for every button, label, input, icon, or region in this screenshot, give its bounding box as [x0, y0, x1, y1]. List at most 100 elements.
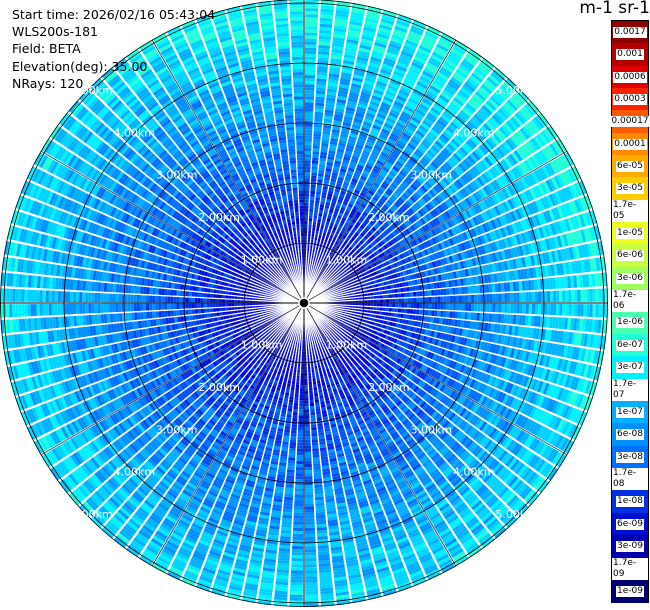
range-bin — [180, 185, 188, 193]
range-bin — [202, 265, 208, 271]
range-bin — [129, 153, 139, 163]
range-bin — [149, 140, 159, 150]
range-bin — [113, 231, 120, 242]
range-bin — [164, 281, 169, 289]
range-bin — [187, 238, 194, 245]
range-bin — [285, 123, 295, 128]
range-bin — [220, 206, 228, 213]
range-bin — [66, 118, 77, 131]
range-bin — [83, 269, 88, 280]
range-bin — [96, 248, 102, 259]
range-bin — [73, 189, 82, 201]
range-bin — [51, 193, 60, 207]
range-bin — [141, 269, 147, 278]
range-bin — [304, 111, 314, 115]
range-bin — [305, 2, 319, 6]
range-bin — [289, 163, 297, 167]
range-bin — [139, 251, 145, 260]
range-bin — [283, 279, 287, 283]
range-bin — [12, 288, 16, 302]
range-bin — [231, 295, 235, 300]
range-bin — [254, 271, 258, 276]
range-bin — [229, 232, 235, 238]
range-bin — [290, 26, 303, 30]
range-bin — [312, 145, 320, 149]
range-bin — [204, 208, 212, 216]
range-bin — [134, 219, 142, 229]
range-bin — [44, 263, 49, 275]
range-bin — [22, 259, 28, 273]
range-bin — [201, 287, 205, 293]
range-bin — [133, 105, 145, 115]
range-bin — [269, 288, 274, 291]
range-bin — [147, 215, 154, 224]
range-bin — [295, 135, 304, 140]
range-bin — [131, 228, 138, 237]
range-bin — [98, 226, 106, 237]
range-bin — [145, 295, 150, 303]
range-bin — [189, 266, 194, 273]
range-bin — [113, 138, 123, 150]
range-bin — [102, 146, 113, 158]
range-bin — [311, 169, 318, 173]
range-bin — [104, 204, 112, 215]
range-bin — [23, 198, 32, 212]
range-bin — [219, 285, 224, 290]
range-bin — [230, 240, 236, 246]
range-bin — [231, 299, 235, 303]
range-bin — [129, 100, 141, 111]
range-bin — [304, 208, 309, 212]
range-bin — [54, 224, 61, 236]
range-bin — [179, 270, 184, 277]
range-bin — [144, 179, 153, 189]
range-bin — [271, 284, 275, 288]
range-bin — [304, 75, 316, 79]
range-bin — [117, 198, 125, 209]
range-bin — [209, 203, 217, 211]
range-bin — [268, 283, 273, 287]
range-bin — [169, 187, 178, 196]
range-bin — [171, 200, 179, 208]
range-bin — [186, 211, 193, 219]
range-bin — [147, 270, 153, 279]
range-bin — [170, 219, 177, 227]
range-bin — [37, 218, 44, 232]
range-bin — [151, 196, 159, 205]
range-bin — [142, 251, 148, 260]
range-bin — [304, 151, 312, 155]
range-bin — [118, 284, 123, 293]
range-bin — [290, 172, 297, 176]
range-bin — [109, 207, 117, 217]
range-bin — [149, 205, 156, 215]
range-bin — [98, 143, 108, 154]
range-bin — [168, 145, 178, 154]
range-bin — [305, 20, 318, 24]
range-bin — [79, 292, 83, 303]
range-bin — [154, 255, 160, 264]
range-bin — [217, 270, 222, 276]
range-bin — [304, 211, 309, 215]
range-bin — [228, 299, 232, 303]
range-bin — [314, 200, 320, 204]
range-bin — [110, 230, 117, 241]
range-bin — [216, 219, 222, 226]
range-bin — [295, 132, 304, 136]
range-bin — [188, 203, 196, 211]
range-bin — [225, 259, 231, 265]
range-bin — [176, 232, 183, 240]
range-bin — [101, 176, 110, 187]
range-bin — [203, 224, 210, 232]
range-bin — [125, 149, 134, 159]
range-bin — [187, 252, 193, 259]
range-bin — [162, 273, 168, 281]
range-bin — [34, 186, 43, 200]
range-bin — [179, 241, 185, 249]
range-bin — [60, 197, 68, 210]
range-bin — [171, 210, 179, 219]
range-bin — [237, 296, 241, 300]
range-bin — [305, 11, 319, 15]
range-bin — [137, 220, 144, 230]
range-bin — [265, 258, 270, 263]
range-bin — [291, 178, 298, 183]
range-bin — [290, 169, 297, 173]
